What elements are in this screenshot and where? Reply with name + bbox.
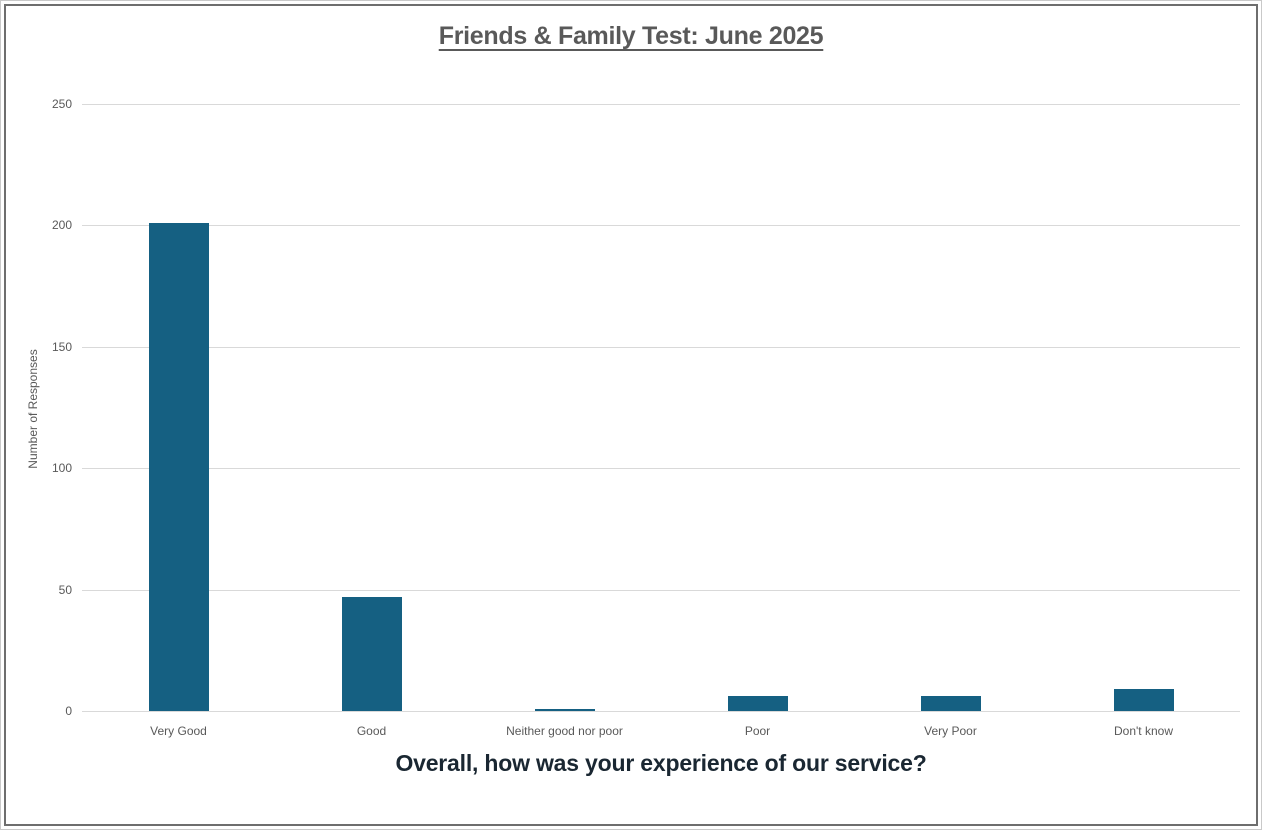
y-tick-label-50: 50: [58, 582, 72, 597]
bar-neither-good-nor-poor: [534, 708, 595, 711]
gridline-100: 100: [52, 461, 1240, 475]
y-tick-label-100: 100: [51, 461, 72, 476]
gridline-250: 250: [52, 97, 1240, 111]
x-category-label-very-good: Very Good: [150, 724, 207, 738]
bar-don-t-know: [1113, 689, 1174, 711]
bar-very-good: [148, 222, 209, 711]
bar-good: [341, 596, 402, 711]
x-category-label-poor: Poor: [744, 724, 771, 738]
y-tick-label-0: 0: [65, 704, 72, 718]
y-tick-label-250: 250: [51, 97, 72, 111]
x-category-label-good: Good: [356, 724, 387, 738]
chart-title: Friends & Family Test: June 2025: [438, 22, 824, 50]
plot-area: 0 50 100 150 200 250 Very Good Good Neither good…: [52, 97, 1240, 738]
x-axis-title: Overall, how was your experience of our …: [395, 750, 927, 776]
y-tick-label-200: 200: [51, 218, 72, 233]
gridline-50: 50: [59, 583, 1240, 597]
gridline-0: 0: [65, 704, 1240, 718]
gridline-150: 150: [52, 340, 1240, 354]
chart-inner-border: [4, 4, 1258, 826]
y-axis-title: Number of Responses: [26, 349, 40, 469]
y-tick-label-150: 150: [51, 339, 72, 354]
x-category-label-neither-good-nor-poor: Neither good nor poor: [506, 724, 623, 738]
x-category-label-don-t-know: Don't know: [1114, 724, 1173, 738]
bar-poor: [727, 696, 788, 711]
bar-very-poor: [920, 696, 981, 711]
gridline-200: 200: [52, 218, 1240, 232]
x-category-label-very-poor: Very Poor: [924, 724, 977, 738]
